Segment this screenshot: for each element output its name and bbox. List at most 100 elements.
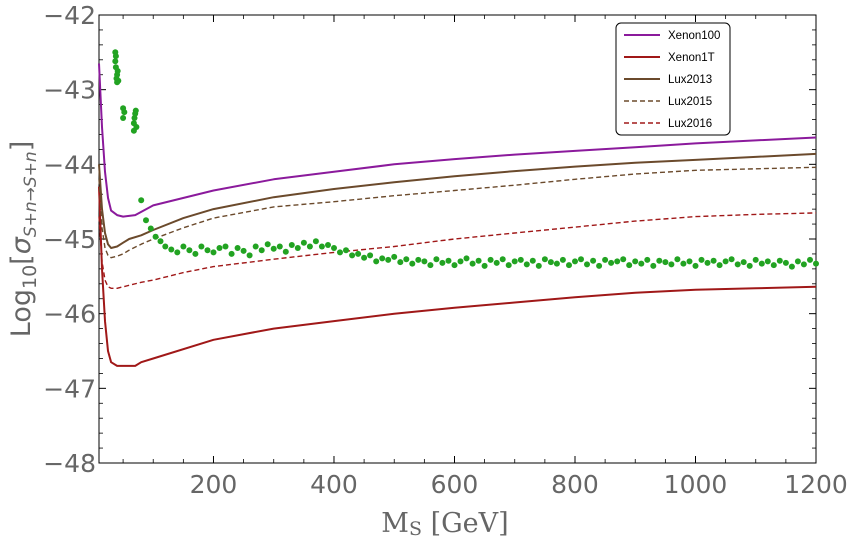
scatter-point — [343, 247, 349, 254]
scatter-point — [529, 257, 536, 264]
scatter-point — [379, 255, 386, 262]
y-tick-label: −48 — [43, 449, 96, 478]
x-tick-label: 600 — [431, 470, 479, 499]
legend-label: Lux2016 — [668, 118, 712, 130]
legend-label: Xenon100 — [668, 30, 720, 42]
scatter-point — [746, 262, 753, 269]
scatter-point — [264, 241, 271, 248]
scatter-point — [794, 258, 801, 265]
scatter-point — [662, 259, 669, 266]
scatter-point — [632, 258, 639, 265]
scatter-point — [644, 256, 651, 263]
scatter-point — [668, 261, 675, 268]
scatter-points — [112, 49, 819, 270]
scatter-point — [800, 261, 807, 268]
scatter-point — [740, 259, 747, 266]
scatter-point — [523, 261, 530, 268]
scatter-point — [192, 250, 199, 257]
x-tick-label: 200 — [190, 470, 238, 499]
x-axis-title: MS [GeV] — [381, 508, 508, 540]
scatter-point — [162, 243, 169, 250]
x-tick-label: 400 — [310, 470, 358, 499]
scatter-point — [397, 259, 404, 266]
scatter-point — [788, 263, 795, 270]
scatter-point — [626, 262, 633, 269]
scatter-point — [807, 256, 813, 263]
scatter-point — [337, 249, 343, 256]
scatter-point — [710, 257, 717, 264]
scatter-point — [216, 245, 223, 251]
scatter-point — [132, 107, 139, 114]
scatter-point — [306, 243, 313, 250]
series-line-lux2013 — [98, 152, 817, 249]
scatter-point — [246, 252, 253, 259]
scatter-point — [180, 243, 187, 250]
scatter-point — [112, 53, 119, 60]
scatter-point — [373, 258, 380, 265]
scatter-point — [770, 262, 777, 269]
scatter-point — [680, 260, 687, 267]
scatter-point — [541, 256, 548, 263]
y-tick-label: −46 — [43, 300, 96, 329]
scatter-point — [752, 256, 759, 263]
scatter-point — [704, 259, 711, 266]
scatter-point — [186, 247, 193, 254]
series-line-xenon1t — [98, 186, 817, 367]
scatter-point — [614, 258, 621, 265]
scatter-point — [481, 262, 488, 269]
x-tick-label: 1200 — [784, 470, 848, 499]
scatter-point — [294, 245, 301, 251]
series-line-xenon100 — [98, 63, 817, 218]
y-tick-label: −43 — [43, 76, 96, 105]
scatter-point — [318, 243, 325, 250]
y-tick-label: −44 — [43, 150, 96, 179]
scatter-point — [325, 242, 331, 248]
scatter-point — [312, 238, 319, 245]
scatter-point — [152, 233, 159, 240]
scatter-point — [782, 259, 789, 266]
scatter-point — [650, 262, 657, 269]
scatter-point — [758, 260, 765, 267]
scatter-point — [596, 262, 603, 269]
scatter-point — [487, 256, 494, 263]
scatter-point — [240, 247, 247, 254]
scatter-point — [131, 115, 138, 121]
scatter-point — [157, 238, 164, 245]
y-axis-title: Log10[σS+n→S+n] — [6, 141, 41, 338]
scatter-point — [112, 58, 119, 65]
legend-label: Xenon1T — [668, 52, 715, 64]
scatter-point — [385, 256, 392, 263]
y-tick-label: −42 — [43, 1, 96, 30]
scatter-point — [608, 259, 615, 266]
scatter-point — [409, 260, 416, 267]
scatter-point — [361, 254, 368, 261]
scatter-point — [764, 258, 771, 265]
scatter-point — [734, 261, 741, 268]
x-tick-label: 1000 — [664, 470, 728, 499]
scatter-point — [433, 256, 440, 263]
scatter-point — [451, 262, 458, 269]
scatter-point — [439, 259, 446, 266]
y-tick-label: −47 — [43, 374, 96, 403]
scatter-point — [174, 249, 181, 256]
scatter-point — [168, 246, 175, 253]
scatter-point — [367, 252, 374, 259]
scatter-point — [728, 256, 735, 263]
scatter-point — [427, 262, 434, 269]
scatter-point — [115, 77, 122, 84]
scatter-point — [288, 242, 295, 248]
scatter-point — [391, 253, 398, 260]
scatter-point — [674, 256, 681, 263]
scatter-point — [602, 256, 609, 263]
scatter-point — [584, 261, 590, 268]
series-lines — [98, 63, 817, 367]
scatter-point — [590, 257, 597, 264]
scatter-point — [147, 225, 154, 232]
scatter-point — [282, 248, 289, 255]
y-tick-label: −45 — [43, 225, 96, 254]
scatter-point — [300, 239, 307, 246]
scatter-point — [403, 256, 410, 263]
scatter-point — [355, 250, 362, 257]
scatter-point — [270, 245, 277, 252]
